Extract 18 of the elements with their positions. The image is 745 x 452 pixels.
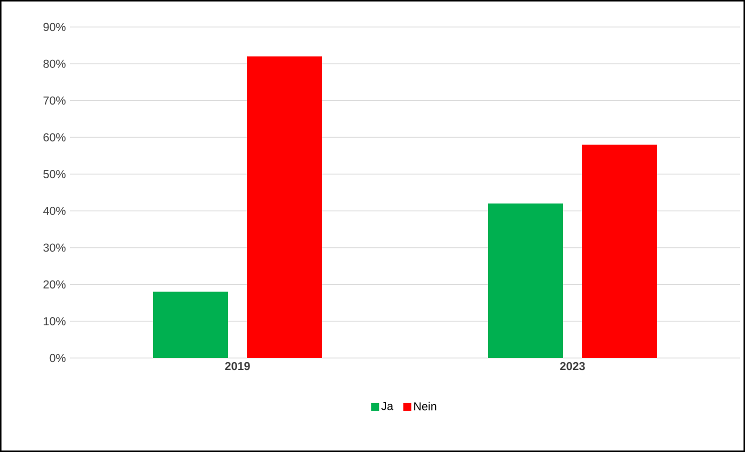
y-tick-label: 40% [43,206,66,215]
y-tick-label: 90% [44,22,66,32]
legend-label: Ja [381,402,394,410]
x-tick-label: 2019 [225,362,250,370]
y-tick-label: 10% [44,317,66,326]
x-tick-label: 2023 [560,362,585,370]
bar [582,144,658,358]
y-tick-label: 0% [50,354,66,362]
y-tick-label: 80% [43,60,66,68]
y-tick-label: 20% [44,280,66,289]
bar [153,292,228,358]
bar [247,56,322,358]
y-tick-label: 50% [43,170,66,178]
bar [488,204,564,358]
y-tick-label: 70% [44,96,66,105]
y-tick-label: 30% [43,244,66,252]
y-tick-label: 60% [44,133,66,142]
legend-label: Nein [414,402,436,410]
